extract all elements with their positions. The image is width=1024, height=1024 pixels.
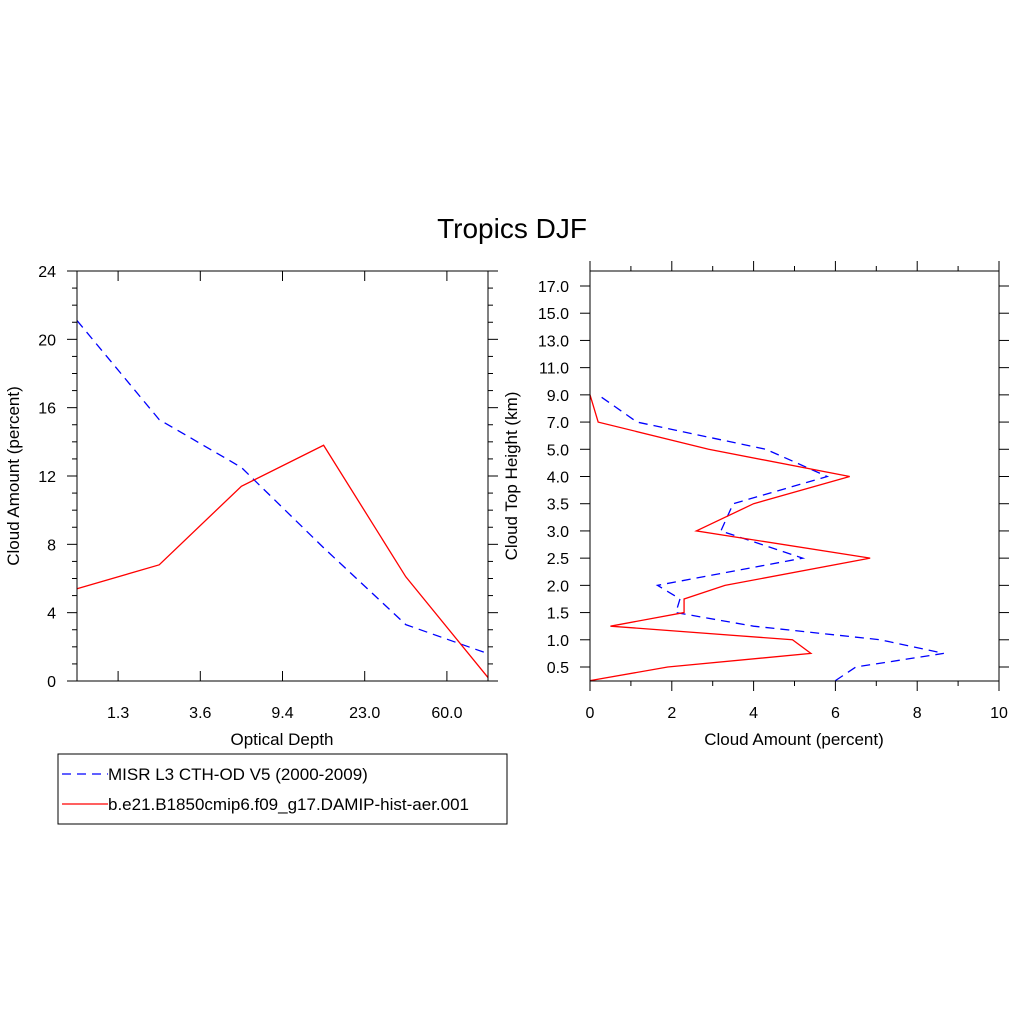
right-y-tick-label: 13.0: [538, 333, 569, 350]
left-x-tick-label: 3.6: [189, 705, 211, 722]
right-series-obs-line: [597, 394, 944, 682]
chart-title: Tropics DJF: [437, 213, 587, 244]
right-y-tick-label: 1.5: [547, 606, 569, 623]
left-y-tick-label: 24: [38, 264, 56, 281]
right-y-tick-label: 3.0: [547, 524, 569, 541]
right-y-tick-label: 4.0: [547, 470, 569, 487]
legend-box: [57, 753, 508, 825]
left-x-tick-label: 60.0: [431, 705, 462, 722]
legend-label-model: b.e21.B1850cmip6.f09_g17.DAMIP-hist-aer.…: [108, 795, 469, 814]
right-x-tick-label: 4: [749, 705, 758, 722]
left-y-tick-label: 4: [47, 606, 56, 623]
right-x-tick-label: 8: [913, 705, 922, 722]
left-series-model-line: [76, 444, 489, 678]
right-x-tick-label: 10: [990, 705, 1008, 722]
right-x-tick-label: 2: [667, 705, 676, 722]
left-x-tick-label: 1.3: [107, 705, 129, 722]
right-y-tick-label: 2.0: [547, 578, 569, 595]
right-x-axis-label: Cloud Amount (percent): [704, 730, 884, 749]
left-x-axis-label: Optical Depth: [231, 730, 334, 749]
right-plot-frame: [589, 270, 1000, 682]
left-x-tick-label: 23.0: [349, 705, 380, 722]
right-x-tick-label: 0: [586, 705, 595, 722]
right-y-tick-label: 7.0: [547, 415, 569, 432]
right-y-tick-label: 17.0: [538, 279, 569, 296]
legend-label-obs: MISR L3 CTH-OD V5 (2000-2009): [108, 765, 368, 784]
left-plot-frame: [76, 270, 489, 682]
right-y-tick-label: 11.0: [539, 361, 569, 378]
right-x-tick-label: 6: [831, 705, 840, 722]
right-y-tick-label: 9.0: [547, 388, 569, 405]
left-x-tick-label: 9.4: [271, 705, 293, 722]
right-ticks-layer: 0.5 1.0 1.5 2.0 2.5 3.0 3.5 4.0 5.0 7.0 9.0 11.0 13.…: [538, 261, 1009, 722]
right-y-tick-label: 5.0: [547, 442, 569, 459]
left-y-tick-label: 20: [38, 332, 56, 349]
legend: MISR L3 CTH-OD V5 (2000-2009) b.e21.B185…: [57, 753, 508, 825]
right-y-tick-label: 3.5: [547, 497, 569, 514]
right-y-tick-label: 15.0: [538, 306, 569, 323]
left-y-tick-label: 0: [47, 674, 56, 691]
left-series-layer: [76, 320, 489, 678]
left-y-tick-label: 8: [47, 537, 56, 554]
right-y-axis-label: Cloud Top Height (km): [502, 392, 521, 561]
right-y-tick-label: 0.5: [547, 660, 569, 677]
left-series-obs-line: [76, 320, 489, 655]
right-series-model-line: [589, 394, 871, 682]
left-y-tick-label: 16: [38, 401, 56, 418]
left-y-tick-label: 12: [38, 469, 56, 486]
right-series-layer: [589, 394, 944, 682]
left-panel: 1.3 3.6 9.4 23.0 60.0 0 4 8 12 16 20 24 Optical Dep…: [4, 264, 498, 749]
right-y-tick-label: 2.5: [547, 551, 569, 568]
left-ticks-layer: 1.3 3.6 9.4 23.0 60.0 0 4 8 12 16 20 24: [38, 264, 498, 722]
right-panel: 0.5 1.0 1.5 2.0 2.5 3.0 3.5 4.0 5.0 7.0 9.0 11.0 13.…: [502, 261, 1009, 749]
left-y-axis-label: Cloud Amount (percent): [4, 386, 23, 566]
right-y-tick-label: 1.0: [547, 633, 569, 650]
